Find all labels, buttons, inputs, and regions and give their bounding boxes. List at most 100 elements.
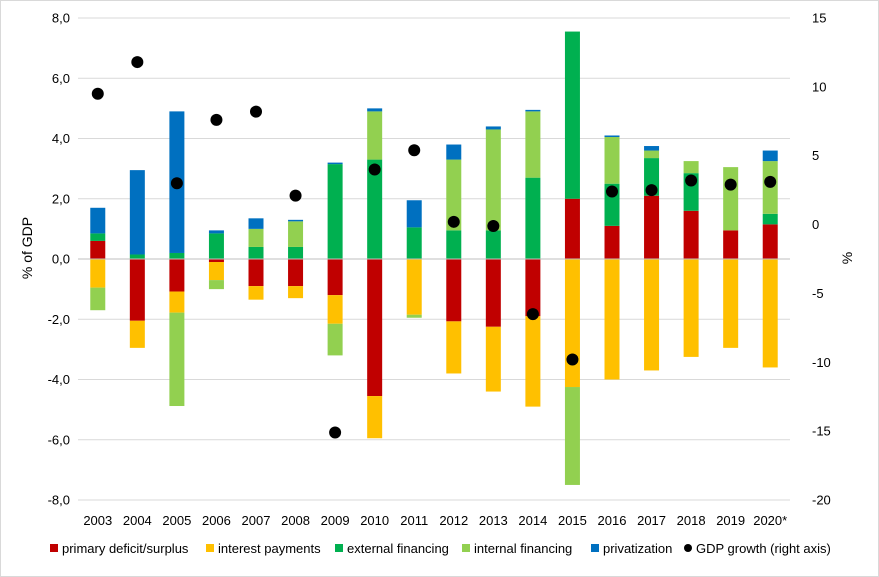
- y-tick-label: 4,0: [52, 131, 70, 146]
- y2-tick-label: 5: [812, 148, 819, 163]
- legend-item-interest: interest payments: [206, 541, 321, 556]
- bar-segment-internal: [327, 323, 343, 356]
- y-tick-label: -4,0: [48, 372, 70, 387]
- bar-segment-internal: [248, 228, 264, 247]
- bar-segment-external: [248, 246, 264, 259]
- bar-segment-privatization: [446, 144, 462, 160]
- bar-segment-interest: [644, 259, 660, 371]
- x-tick-label: 2012: [439, 513, 468, 528]
- bar-segment-primary: [208, 259, 224, 263]
- bar-segment-external: [485, 230, 501, 259]
- legend-swatch: [684, 544, 692, 552]
- legend-label: GDP growth (right axis): [696, 541, 831, 556]
- legend-item-primary: primary deficit/surplus: [50, 541, 189, 556]
- y-axis-left-ticks: 8,0 6,0 4,0 2,0 0,0 -2,0 -4,0 -6,0 -8,0: [48, 11, 70, 508]
- legend-label: internal financing: [474, 541, 572, 556]
- gdp-growth-point: [408, 144, 421, 157]
- gdp-growth-point: [91, 87, 104, 100]
- bar-segment-interest: [169, 291, 185, 313]
- y-tick-label: -6,0: [48, 432, 70, 447]
- legend-label: primary deficit/surplus: [62, 541, 189, 556]
- legend-swatch: [462, 544, 470, 552]
- bar-segment-interest: [208, 262, 224, 281]
- y2-tick-label: -5: [812, 286, 824, 301]
- bar-marks: [90, 31, 778, 485]
- bar-segment-internal: [288, 221, 304, 247]
- bar-segment-primary: [288, 259, 304, 287]
- x-tick-label: 2006: [202, 513, 231, 528]
- y-tick-label: 8,0: [52, 11, 70, 26]
- x-tick-label: 2018: [677, 513, 706, 528]
- bar-segment-privatization: [762, 150, 778, 162]
- bar-segment-privatization: [248, 218, 264, 229]
- bar-segment-privatization: [129, 170, 145, 255]
- x-tick-label: 2013: [479, 513, 508, 528]
- legend-item-privatization: privatization: [591, 541, 672, 556]
- bar-segment-privatization: [525, 109, 541, 112]
- bar-segment-internal: [485, 129, 501, 231]
- x-tick-label: 2005: [162, 513, 191, 528]
- bar-segment-primary: [248, 259, 264, 287]
- bar-segment-primary: [564, 198, 580, 259]
- bar-segment-internal: [644, 150, 660, 159]
- legend-label: privatization: [603, 541, 672, 556]
- bar-segment-primary: [367, 259, 383, 397]
- y-axis-title: % of GDP: [19, 217, 35, 279]
- x-tick-label: 2010: [360, 513, 389, 528]
- y-tick-label: 6,0: [52, 71, 70, 86]
- bar-segment-privatization: [604, 135, 620, 137]
- bar-segment-privatization: [90, 207, 106, 234]
- bar-segment-external: [327, 164, 343, 259]
- bar-segment-interest: [327, 295, 343, 324]
- bar-segment-privatization: [644, 146, 660, 151]
- bar-segment-internal: [683, 161, 699, 174]
- bar-segment-primary: [683, 210, 699, 259]
- bar-segment-primary: [485, 259, 501, 327]
- gdp-growth-point: [210, 113, 223, 126]
- x-tick-label: 2008: [281, 513, 310, 528]
- bar-segment-internal: [525, 111, 541, 178]
- gdp-growth-point: [606, 185, 618, 198]
- gdp-growth-point: [447, 215, 460, 228]
- bar-segment-external: [406, 227, 422, 259]
- bar-segment-primary: [762, 224, 778, 259]
- bar-segment-external: [288, 246, 304, 259]
- gdp-growth-point: [289, 189, 302, 202]
- bar-segment-privatization: [208, 230, 224, 234]
- bar-segment-interest: [129, 320, 145, 348]
- y2-tick-label: 15: [812, 11, 826, 26]
- gdp-growth-point: [526, 308, 539, 321]
- bar-segment-internal: [604, 136, 620, 184]
- bar-segment-primary: [604, 225, 620, 259]
- legend-swatch: [335, 544, 343, 552]
- legend-item-external: external financing: [335, 541, 449, 556]
- bar-segment-external: [129, 254, 145, 259]
- bar-segment-external: [525, 177, 541, 259]
- bar-segment-primary: [169, 259, 185, 292]
- gdp-growth-point: [764, 175, 777, 188]
- bar-segment-interest: [446, 321, 462, 374]
- bar-segment-external: [446, 230, 462, 259]
- legend-item-internal: internal financing: [462, 541, 572, 556]
- bar-segment-interest: [406, 259, 422, 315]
- bar-segment-primary: [327, 259, 343, 296]
- y-tick-label: 0,0: [52, 252, 70, 267]
- bar-segment-privatization: [288, 219, 304, 222]
- bar-segment-interest: [367, 396, 383, 439]
- bar-segment-internal: [406, 314, 422, 318]
- gdp-growth-points: [91, 56, 777, 439]
- bar-segment-interest: [288, 286, 304, 299]
- gdp-growth-point: [329, 426, 342, 439]
- gdp-growth-point: [170, 177, 183, 190]
- bar-segment-internal: [90, 287, 106, 311]
- bar-segment-privatization: [367, 108, 383, 112]
- x-tick-label: 2009: [321, 513, 350, 528]
- gdp-growth-point: [645, 184, 658, 197]
- x-tick-label: 2016: [598, 513, 627, 528]
- bar-segment-privatization: [406, 200, 422, 228]
- legend: primary deficit/surplus interest payments…: [50, 541, 831, 556]
- legend-item-gdp: GDP growth (right axis): [684, 541, 831, 556]
- legend-swatch: [50, 544, 58, 552]
- bar-segment-external: [169, 252, 185, 259]
- y2-tick-label: -15: [812, 424, 831, 439]
